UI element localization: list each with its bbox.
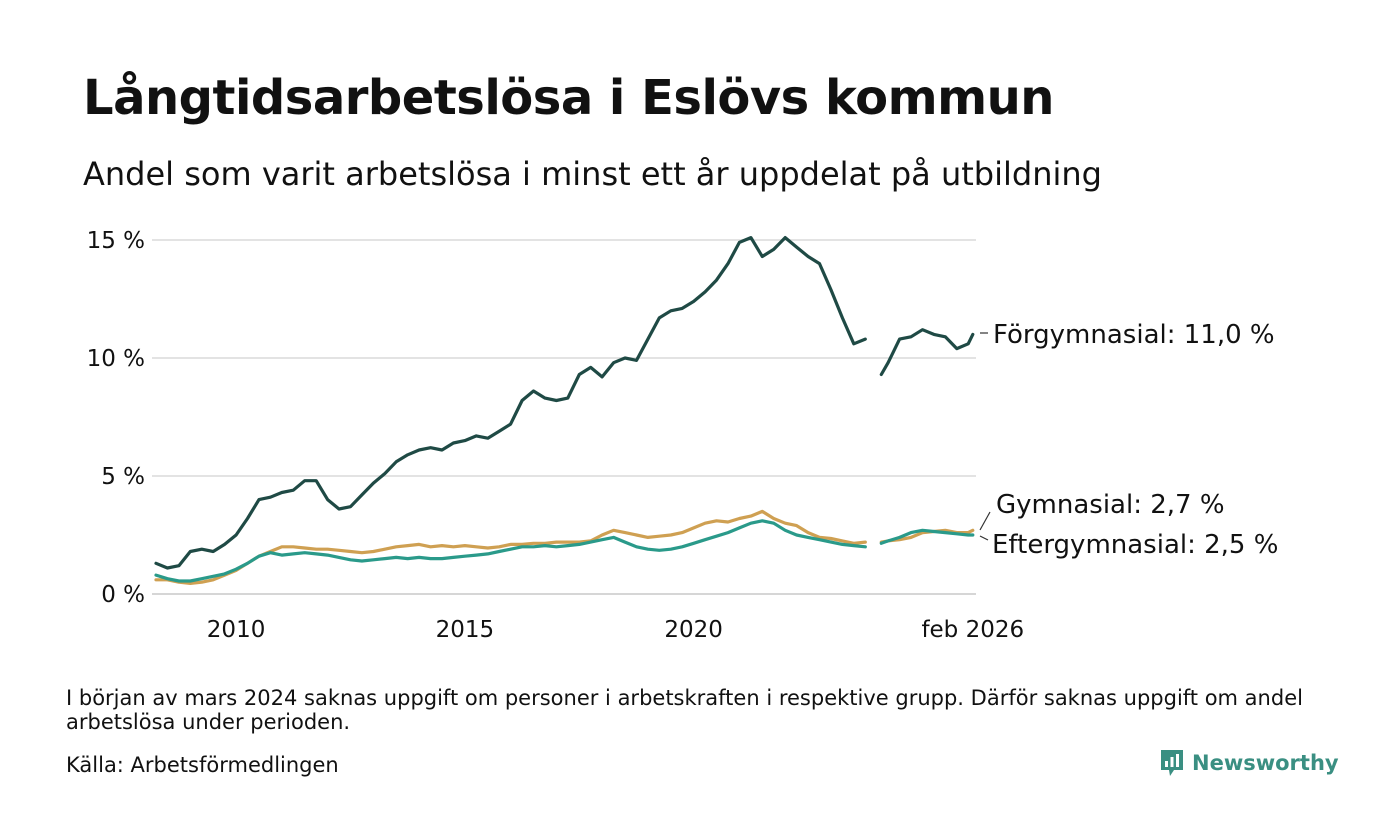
series-label-förgymnasial: Förgymnasial: 11,0 % [993,320,1275,350]
chart-source: Källa: Arbetsförmedlingen [66,753,339,777]
newsworthy-logo-icon [1161,750,1183,776]
brand-logo[interactable]: Newsworthy [1159,748,1339,778]
x-tick-label: 2015 [436,617,495,643]
x-axis-ticks: 2010 2015 2020 feb 2026 [207,617,1024,643]
chart-subtitle: Andel som varit arbetslösa i minst ett å… [83,155,1102,193]
chart-note: I början av mars 2024 saknas uppgift om … [66,686,1303,734]
series-labels: Förgymnasial: 11,0 % Gymnasial: 2,7 % Efte… [979,320,1278,560]
y-tick-label: 5 % [101,464,145,490]
grid-lines [152,239,976,595]
y-tick-label: 15 % [87,228,145,254]
leader-line-eftergymnasial [979,535,989,541]
y-tick-label: 0 % [101,582,145,608]
series-label-gymnasial: Gymnasial: 2,7 % [996,490,1225,520]
series-label-eftergymnasial: Eftergymnasial: 2,5 % [992,530,1278,560]
series-line-eftergymnasial-after-gap [879,528,975,545]
x-tick-label: feb 2026 [921,617,1024,643]
y-axis-ticks: 0 % 5 % 10 % 15 % [87,228,145,608]
x-tick-label: 2020 [664,617,723,643]
series-line-gymnasial-before-gap [154,509,867,585]
series-line-förgymnasial-before-gap [154,236,867,570]
series-line-förgymnasial-after-gap [879,328,975,377]
line-chart: 0 % 5 % 10 % 15 % 2010 2015 2020 feb 2026 Förg… [87,228,1279,643]
x-tick-label: 2010 [207,617,266,643]
y-tick-label: 10 % [87,346,145,372]
brand-name: Newsworthy [1192,751,1339,775]
chart-title: Långtidsarbetslösa i Eslövs kommun [83,70,1054,126]
leader-line-gymnasial [979,511,991,531]
series-line-eftergymnasial-before-gap [154,519,867,583]
series-lines [154,236,975,585]
